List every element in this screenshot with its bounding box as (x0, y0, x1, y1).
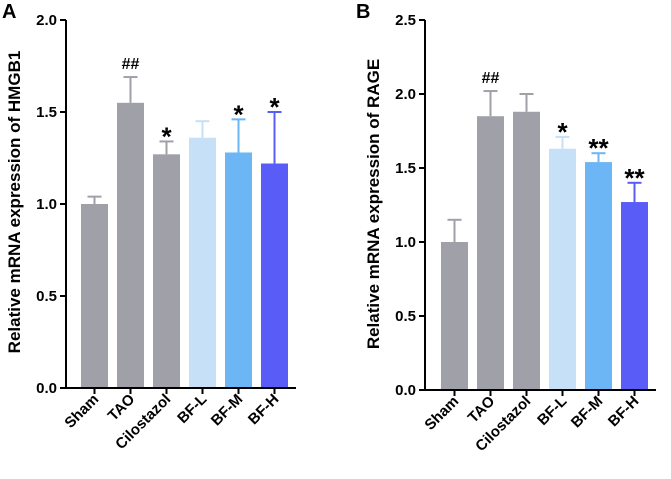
panel-a-y-tick-label: 0.5 (36, 288, 57, 305)
panel-b-bar-tao (477, 116, 504, 390)
panel-b-bar-bf-h (621, 202, 648, 390)
panel-b-bar-bf-l (549, 148, 576, 390)
panel-a-y-tick-label: 1.5 (36, 104, 57, 121)
panel-a-bar-bf-h (261, 163, 288, 388)
panel-a-category-label: BF-L (174, 391, 210, 427)
panel-b-y-axis-title: Relative mRNA expression of RAGE (364, 59, 383, 349)
panel-b-bar-sham (441, 242, 468, 390)
panel-a-significance-label: * (161, 121, 172, 151)
panel-b-error-bar (447, 218, 462, 242)
panel-b-significance-label: ## (482, 70, 500, 87)
panel-b-significance-label: * (557, 117, 568, 147)
panel-a-bar-bf-l (189, 137, 216, 388)
panel-b-label: B (356, 1, 370, 23)
panel-b-y-tick-label: 1.0 (395, 234, 416, 251)
panel-a-error-bar (123, 76, 138, 103)
panel-a-significance-label: * (233, 99, 244, 129)
panel-b-significance-label: ** (624, 163, 645, 193)
panel-a-bar-tao (117, 102, 144, 389)
panel-b-error-bar (591, 152, 606, 163)
panel-a-bar-cilostazol (153, 154, 180, 388)
panel-a-error-bar (195, 120, 210, 138)
panel-b-y-tick-label: 0.5 (395, 308, 416, 325)
panel-a-error-bar (231, 118, 246, 153)
panel-a-significance-label: * (269, 92, 280, 122)
panel-a-bar-sham (81, 204, 108, 388)
panel-a-y-tick-label: 1.0 (36, 196, 57, 213)
panel-a-significance-label: ## (122, 56, 140, 73)
panel-a-bar-bf-m (225, 152, 252, 388)
panel-b-y-tick-label: 2.0 (395, 86, 416, 103)
panel-a-category-label: Sham (61, 391, 102, 432)
panel-a-error-bar (267, 111, 282, 164)
panel-b: B Relative mRNA expression of RAGE Sham #… (356, 1, 656, 455)
panel-b-error-bar (627, 181, 642, 203)
panel-b-y-tick-label: 1.5 (395, 160, 416, 177)
panel-a-y-tick-label: 2.0 (36, 12, 57, 29)
panel-b-category-label: BF-L (534, 393, 570, 429)
panel-b-error-bar (555, 135, 570, 149)
panel-b-category-label: Sham (421, 393, 462, 434)
panel-b-bar-bf-m (585, 162, 612, 390)
panel-b-y-tick-label: 0.0 (395, 382, 416, 399)
panel-a-y-tick-label: 0.0 (36, 380, 57, 397)
panel-b-error-bar (519, 93, 534, 112)
panel-b-significance-label: ** (588, 133, 609, 163)
panel-a: A Relative mRNA expression of HMGB1 Sham… (2, 1, 296, 453)
panel-b-category-label: BF-M (568, 393, 607, 432)
panel-b-error-bar (483, 90, 498, 117)
panel-a-error-bar (159, 140, 174, 155)
panel-b-category-label: BF-H (605, 393, 642, 430)
panel-a-category-label: BF-M (208, 391, 247, 430)
panel-a-y-axis-title: Relative mRNA expression of HMGB1 (5, 51, 24, 354)
panel-a-error-bar (87, 195, 102, 204)
panel-a-category-label: BF-H (245, 391, 282, 428)
panel-b-y-tick-label: 2.5 (395, 12, 416, 29)
panel-a-label: A (2, 1, 16, 23)
panel-b-bar-cilostazol (513, 111, 540, 390)
